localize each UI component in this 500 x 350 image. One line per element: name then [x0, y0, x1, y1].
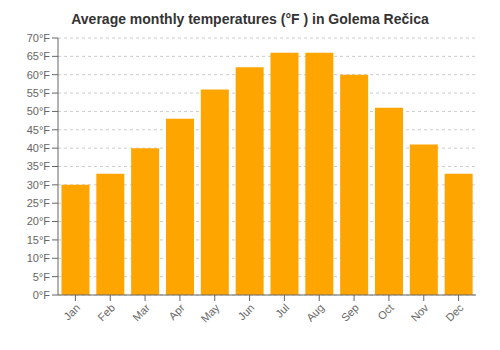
svg-text:20°F: 20°F: [27, 215, 51, 227]
svg-text:45°F: 45°F: [27, 124, 51, 136]
svg-text:May: May: [199, 301, 223, 325]
svg-text:Sep: Sep: [339, 301, 361, 323]
svg-text:60°F: 60°F: [27, 69, 51, 81]
svg-text:Nov: Nov: [408, 301, 431, 324]
svg-text:70°F: 70°F: [27, 32, 51, 44]
svg-text:30°F: 30°F: [27, 179, 51, 191]
svg-text:Mar: Mar: [130, 301, 152, 323]
svg-text:Dec: Dec: [443, 301, 466, 324]
svg-text:5°F: 5°F: [33, 271, 51, 283]
svg-text:10°F: 10°F: [27, 252, 51, 264]
svg-text:55°F: 55°F: [27, 87, 51, 99]
svg-text:Jan: Jan: [61, 301, 82, 322]
html-text:Average monthly temperatures (: Average monthly temperatures (°F ) in Go…: [71, 11, 429, 27]
svg-text:Oct: Oct: [375, 301, 396, 322]
svg-text:35°F: 35°F: [27, 160, 51, 172]
svg-text:Jun: Jun: [235, 301, 256, 322]
svg-text:65°F: 65°F: [27, 50, 51, 62]
svg-text:Apr: Apr: [166, 301, 187, 322]
svg-text:0°F: 0°F: [33, 289, 51, 301]
svg-text:40°F: 40°F: [27, 142, 51, 154]
svg-text:Aug: Aug: [304, 301, 326, 323]
svg-text:Jul: Jul: [273, 301, 291, 319]
svg-text:25°F: 25°F: [27, 197, 51, 209]
svg-text:15°F: 15°F: [27, 234, 51, 246]
svg-text:Feb: Feb: [95, 301, 117, 323]
svg-text:50°F: 50°F: [27, 105, 51, 117]
